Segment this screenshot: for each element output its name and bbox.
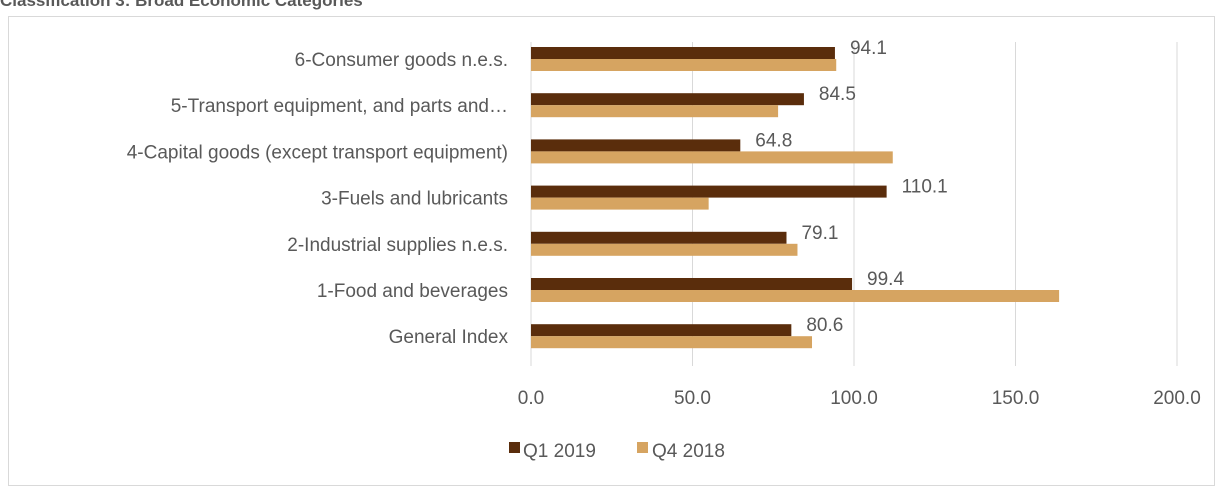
bar-q4-2018 bbox=[531, 290, 1060, 302]
page-title: Classification 3: Broad Economic Categor… bbox=[0, 0, 363, 10]
data-label: 84.5 bbox=[819, 84, 856, 105]
bar-q4-2018 bbox=[531, 151, 893, 164]
legend: Q1 2019 Q4 2018 bbox=[509, 441, 725, 462]
data-label: 99.4 bbox=[867, 269, 904, 290]
bar-q1-2019 bbox=[531, 324, 792, 337]
category-label: 2-Industrial supplies n.e.s. bbox=[287, 235, 508, 256]
bar-q1-2019 bbox=[531, 278, 853, 290]
x-tick-labels: 0.0 50.0 100.0 150.0 200.0 bbox=[518, 388, 1201, 409]
bar-q4-2018 bbox=[531, 197, 709, 210]
data-label: 64.8 bbox=[755, 130, 792, 151]
legend-swatch-q4-2018 bbox=[637, 442, 648, 453]
x-tick-label: 100.0 bbox=[830, 388, 878, 409]
x-tick-label: 150.0 bbox=[992, 388, 1040, 409]
bars bbox=[531, 47, 1060, 349]
bar-q1-2019 bbox=[531, 139, 741, 152]
category-label: 6-Consumer goods n.e.s. bbox=[295, 50, 508, 71]
category-label: 1-Food and beverages bbox=[317, 281, 508, 302]
legend-label-q4-2018: Q4 2018 bbox=[652, 441, 725, 462]
bar-q4-2018 bbox=[531, 105, 779, 118]
x-tick-label: 200.0 bbox=[1153, 388, 1201, 409]
data-label: 94.1 bbox=[850, 38, 887, 59]
category-label: General Index bbox=[389, 327, 509, 348]
data-label: 80.6 bbox=[806, 315, 843, 336]
bar-q1-2019 bbox=[531, 93, 804, 106]
bar-q1-2019 bbox=[531, 185, 887, 198]
category-label: 4-Capital goods (except transport equipm… bbox=[127, 142, 508, 163]
category-label: 5-Transport equipment, and parts and… bbox=[171, 96, 508, 117]
bar-q1-2019 bbox=[531, 47, 835, 59]
bar-q1-2019 bbox=[531, 231, 787, 244]
category-labels: 6-Consumer goods n.e.s. 5-Transport equip… bbox=[127, 50, 509, 348]
bar-q4-2018 bbox=[531, 59, 837, 71]
bar-q4-2018 bbox=[531, 243, 798, 256]
data-labels: 94.1 84.5 64.8 110.1 79.1 99.4 80.6 bbox=[755, 38, 947, 336]
legend-label-q1-2019: Q1 2019 bbox=[523, 441, 596, 462]
bar-q4-2018 bbox=[531, 336, 813, 349]
data-label: 79.1 bbox=[801, 223, 838, 244]
data-label: 110.1 bbox=[902, 177, 948, 198]
category-label: 3-Fuels and lubricants bbox=[321, 189, 508, 210]
x-tick-label: 0.0 bbox=[518, 388, 544, 409]
legend-swatch-q1-2019 bbox=[509, 442, 520, 453]
x-tick-label: 50.0 bbox=[674, 388, 711, 409]
